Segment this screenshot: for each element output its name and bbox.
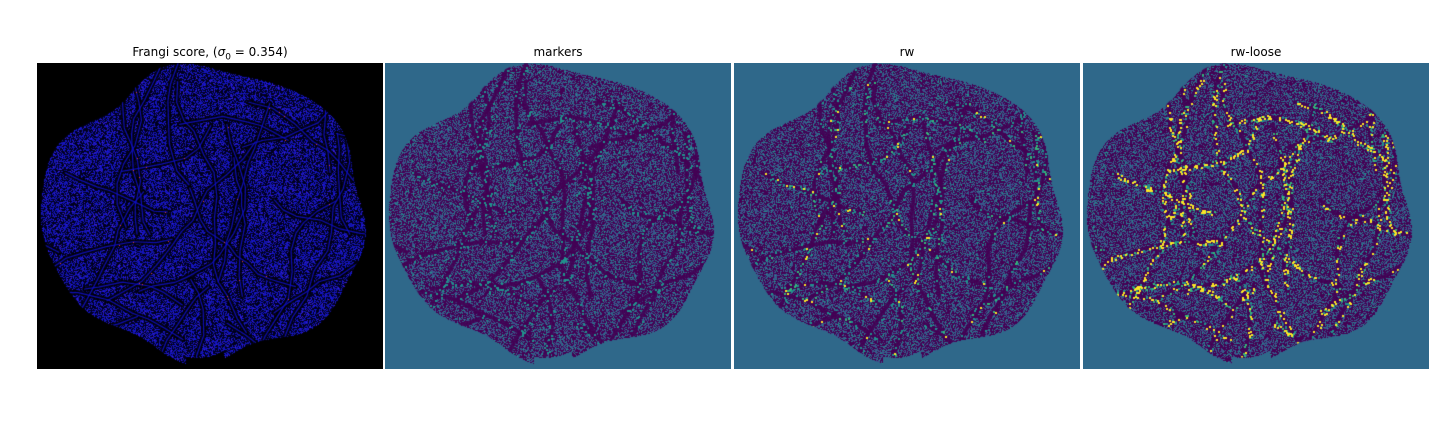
rw-loose-image	[1083, 63, 1429, 369]
panel-title-rw-loose: rw-loose	[1230, 45, 1282, 59]
panel-title-rw: rw	[899, 45, 915, 59]
panel-title-frangi: Frangi score, (σ0 = 0.354)	[132, 45, 288, 63]
panel-markers: markers	[385, 0, 731, 432]
panel-title-markers: markers	[533, 45, 583, 59]
rw-image	[734, 63, 1080, 369]
frangi-score-image	[37, 63, 383, 369]
panel-rw-loose: rw-loose	[1083, 0, 1429, 432]
panel-frangi-score: Frangi score, (σ0 = 0.354)	[37, 0, 383, 432]
markers-image	[385, 63, 731, 369]
panel-rw: rw	[734, 0, 1080, 432]
